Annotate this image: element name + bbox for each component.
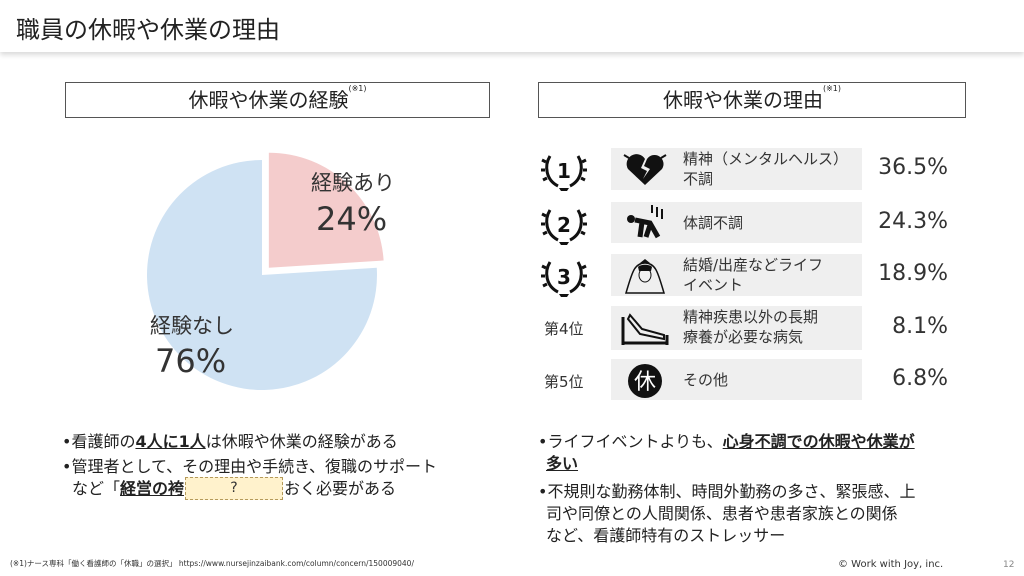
reason-percentage: 24.3% xyxy=(878,208,948,234)
page-number: 12 xyxy=(1003,560,1015,570)
pie-slice-yes xyxy=(268,152,384,268)
laurel-rank-icon: 2 xyxy=(541,209,587,245)
pie-slice-no xyxy=(146,160,377,390)
left-heading-box: 休暇や休業の経験(※1) xyxy=(65,82,490,118)
slice-label-yes: 経験あり xyxy=(311,171,395,195)
laurel-rank-icon: 3 xyxy=(541,261,587,297)
reason-label: その他 xyxy=(683,370,729,389)
reason-percentage: 8.1% xyxy=(892,314,948,339)
reason-label: 結婚/出産などライフ イベント xyxy=(683,256,824,294)
slice-value-yes: 24% xyxy=(316,200,388,238)
bride-icon xyxy=(624,259,666,294)
collapsing-person-icon xyxy=(627,205,663,239)
copyright: © Work with Joy, inc. xyxy=(838,559,944,570)
pie-chart xyxy=(146,152,384,390)
svg-text:1: 1 xyxy=(557,159,571,183)
hospital-bed-icon xyxy=(621,313,669,345)
slice-value-no: 76% xyxy=(155,342,227,380)
footnote: (※1)ナース専科「働く看護師の「休職」の選択」 https://www.nur… xyxy=(10,559,414,568)
right-bullet-2: •不規則な勤務体制、時間外勤務の多さ、緊張感、上 司や同僚との人間関係、患者や患者… xyxy=(538,482,916,545)
reason-label: 体調不調 xyxy=(683,213,744,232)
page-title: 職員の休暇や休業の理由 xyxy=(16,16,280,44)
svg-text:休: 休 xyxy=(634,370,656,395)
note-mark: (※1) xyxy=(822,84,842,93)
slice-label-no: 経験なし xyxy=(150,314,234,338)
right-heading: 休暇や休業の理由 xyxy=(662,88,823,112)
laurel-rank-icon: 1 xyxy=(541,155,587,191)
left-heading: 休暇や休業の経験 xyxy=(188,88,349,112)
reason-percentage: 6.8% xyxy=(892,365,948,391)
rank-label: 第4位 xyxy=(544,320,584,338)
reason-label: 精神疾患以外の長期 療養が必要な病気 xyxy=(683,308,819,346)
reason-label: 精神（メンタルヘルス） 不調 xyxy=(683,150,849,188)
right-heading-box: 休暇や休業の理由(※1) xyxy=(538,82,966,118)
left-bullet-1: •看護師の4人に1人は休暇や休業の経験がある xyxy=(62,432,398,451)
reason-percentage: 36.5% xyxy=(878,155,948,180)
svg-text:3: 3 xyxy=(557,265,571,289)
reason-percentage: 18.9% xyxy=(878,261,948,286)
rest-kanji-icon: 休 xyxy=(628,364,662,398)
redacted-tooltip[interactable]: ? xyxy=(185,477,283,500)
title-bar: 職員の休暇や休業の理由 xyxy=(0,0,1024,52)
reason-row-bg xyxy=(611,254,862,296)
svg-text:2: 2 xyxy=(557,213,571,237)
right-bullet-1: •ライフイベントよりも、心身不調での休暇や休業が 多い xyxy=(538,432,915,473)
left-bullet-2: •管理者として、その理由や手続き、復職のサポート など「経営の袴 おく必要がある xyxy=(62,457,438,498)
note-mark: (※1) xyxy=(348,84,367,93)
broken-heart-icon xyxy=(623,154,667,185)
rank-label: 第5位 xyxy=(544,373,584,391)
